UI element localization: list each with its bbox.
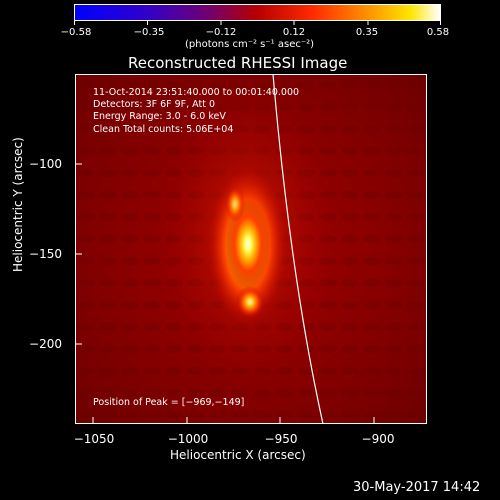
colorbar-tick: −0.58	[60, 27, 92, 38]
colorbar-tick: 0.35	[355, 27, 379, 38]
peak-position: Position of Peak = [−969,−149]	[93, 397, 245, 408]
y-tick-label: −150	[29, 247, 62, 261]
observation-annotation: 11-Oct-2014 23:51:40.000 to 00:01:40.000…	[93, 87, 299, 136]
x-tick-label: −900	[361, 432, 395, 446]
colorbar-tickmarks	[74, 20, 441, 25]
colorbar	[74, 4, 441, 21]
y-tick-label: −200	[29, 337, 62, 351]
colorbar-units: (photons cm⁻² s⁻¹ asec⁻²)	[185, 39, 315, 50]
x-axis-label: Heliocentric X (arcsec)	[170, 448, 306, 462]
x-tick-label: −950	[264, 432, 298, 446]
colorbar-tick: 0.58	[426, 27, 450, 38]
colorbar-tick: −0.35	[133, 27, 165, 38]
x-tick-label: −1050	[73, 432, 115, 446]
colorbar-tick: −0.12	[205, 27, 237, 38]
annotation-line: Clean Total counts: 5.06E+04	[93, 123, 234, 135]
rhessi-image	[75, 74, 427, 424]
colorbar-tick: 0.12	[282, 27, 306, 38]
annotation-line: Energy Range: 3.0 - 6.0 keV	[93, 111, 226, 123]
annotation-line: 11-Oct-2014 23:51:40.000 to 00:01:40.000	[93, 87, 300, 98]
x-tick-label: −1000	[167, 432, 209, 446]
plot-title: Reconstructed RHESSI Image	[128, 54, 348, 72]
y-axis-label: Heliocentric Y (arcsec)	[11, 137, 25, 272]
annotation-line: Detectors: 3F 6F 9F, Att 0	[93, 99, 216, 111]
y-tick-label: −100	[29, 157, 62, 171]
footer-date: 30-May-2017 14:42	[353, 480, 481, 495]
